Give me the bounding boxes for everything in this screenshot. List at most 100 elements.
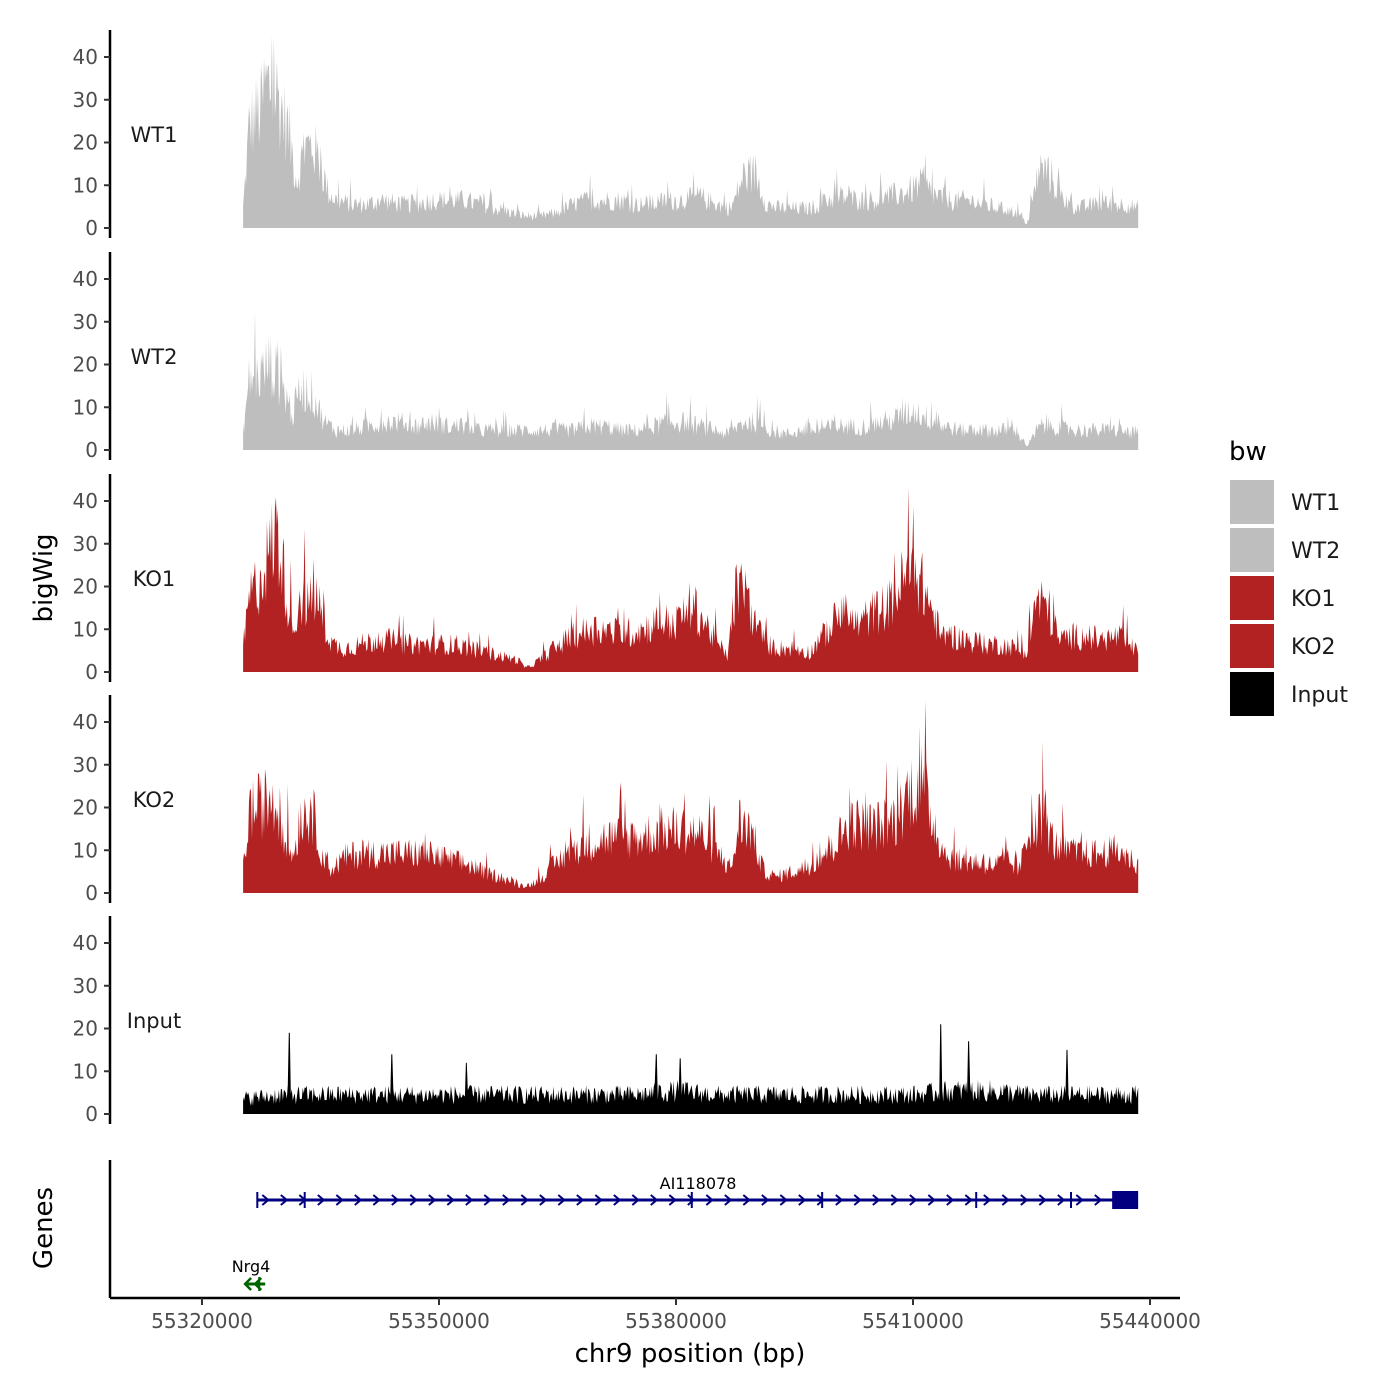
- signal-area-ko2: [243, 700, 1139, 893]
- strand-arrow: [1001, 1194, 1010, 1206]
- legend-title: bw: [1229, 437, 1267, 467]
- x-tick-label: 55440000: [1099, 1309, 1201, 1333]
- y-tick-label: 30: [73, 310, 98, 334]
- strand-arrow: [816, 1194, 825, 1206]
- y-tick-label: 20: [73, 1017, 98, 1041]
- y-tick-label: 0: [85, 216, 98, 240]
- y-tick-label: 40: [73, 931, 98, 955]
- legend-key-wt2: [1230, 528, 1274, 572]
- strand-arrow: [428, 1194, 437, 1206]
- genes-panel: AI118078 Nrg4: [108, 1160, 1139, 1298]
- strand-arrow: [890, 1194, 899, 1206]
- y-tick-label: 0: [85, 660, 98, 684]
- signal-area-wt1: [243, 35, 1139, 228]
- legend-key-ko1: [1230, 576, 1274, 620]
- legend: bw WT1 WT2 KO1 KO2 Input: [1229, 437, 1348, 716]
- track-label: WT2: [131, 345, 178, 369]
- strand-arrow: [853, 1194, 862, 1206]
- strand-arrow: [835, 1194, 844, 1206]
- x-tick-label: 55350000: [388, 1309, 490, 1333]
- x-tick-label: 55410000: [862, 1309, 964, 1333]
- legend-label-ko1: KO1: [1291, 587, 1336, 612]
- strand-arrow: [446, 1194, 455, 1206]
- signal-area-wt2: [243, 311, 1139, 450]
- legend-label-wt1: WT1: [1291, 491, 1340, 516]
- strand-arrow: [557, 1194, 566, 1206]
- x-tick-label: 55380000: [625, 1309, 727, 1333]
- x-tick-label: 55320000: [151, 1309, 253, 1333]
- track-ko2: 0 10 20 30 40 KO2: [73, 695, 1139, 905]
- signal-area-input: [243, 1024, 1139, 1114]
- y-tick-label: 0: [85, 1102, 98, 1126]
- legend-key-ko2: [1230, 624, 1274, 668]
- y-tick-label: 30: [73, 532, 98, 556]
- y-tick-label: 40: [73, 489, 98, 513]
- strand-arrow: [391, 1194, 400, 1206]
- strand-arrow: [927, 1194, 936, 1206]
- y-tick-label: 30: [73, 753, 98, 777]
- y-tick-label: 20: [73, 575, 98, 599]
- strand-arrow: [1094, 1194, 1103, 1206]
- strand-arrow: [280, 1194, 289, 1206]
- strand-arrow: [354, 1194, 363, 1206]
- strand-arrow: [909, 1194, 918, 1206]
- track-wt2: 0 10 20 30 40 WT2: [73, 252, 1139, 462]
- strand-arrow: [724, 1194, 733, 1206]
- strand-arrow: [761, 1194, 770, 1206]
- y-axis-title: bigWig: [29, 533, 59, 622]
- gene-ai118078: AI118078: [256, 1174, 1139, 1209]
- y-tick-label: 20: [73, 131, 98, 155]
- strand-arrow: [409, 1194, 418, 1206]
- y-tick-label: 0: [85, 881, 98, 905]
- track-wt1: 0 10 20 30 40 WT1: [73, 30, 1139, 240]
- strand-arrow: [261, 1194, 270, 1206]
- strand-arrow: [1057, 1194, 1066, 1206]
- x-axis-title: chr9 position (bp): [575, 1339, 806, 1369]
- signal-area-ko1: [243, 486, 1139, 672]
- y-tick-label: 20: [73, 353, 98, 377]
- strand-arrow: [650, 1194, 659, 1206]
- legend-key-wt1: [1230, 480, 1274, 524]
- strand-arrow: [372, 1194, 381, 1206]
- legend-key-input: [1230, 672, 1274, 716]
- y-tick-label: 10: [73, 1059, 98, 1083]
- strand-arrow: [613, 1194, 622, 1206]
- y-tick-label: 10: [73, 395, 98, 419]
- legend-label-wt2: WT2: [1291, 539, 1340, 564]
- y-tick-label: 10: [73, 173, 98, 197]
- strand-arrow: [631, 1194, 640, 1206]
- strand-arrow: [576, 1194, 585, 1206]
- gene-nrg4: Nrg4: [232, 1257, 270, 1291]
- strand-arrow: [465, 1194, 474, 1206]
- y-tick-label: 40: [73, 267, 98, 291]
- strand-arrow: [502, 1194, 511, 1206]
- track-label: Input: [127, 1009, 181, 1033]
- strand-arrow: [687, 1194, 696, 1206]
- strand-arrow: [1075, 1194, 1084, 1206]
- genes-axis-title: Genes: [29, 1187, 59, 1269]
- strand-arrow: [946, 1194, 955, 1206]
- y-tick-label: 10: [73, 617, 98, 641]
- y-tick-label: 30: [73, 974, 98, 998]
- track-panels: 0 10 20 30 40 WT1 0 10 20 30 40 WT2 0 10 20 30 40 KO1 0 10 2…: [73, 30, 1139, 1126]
- y-tick-label: 40: [73, 710, 98, 734]
- strand-arrow: [520, 1194, 529, 1206]
- strand-arrow: [964, 1194, 973, 1206]
- track-ko1: 0 10 20 30 40 KO1: [73, 474, 1139, 684]
- strand-arrow: [335, 1194, 344, 1206]
- y-tick-label: 0: [85, 438, 98, 462]
- legend-label-input: Input: [1291, 683, 1348, 708]
- strand-arrow: [539, 1194, 548, 1206]
- strand-arrow: [1038, 1194, 1047, 1206]
- y-tick-label: 30: [73, 88, 98, 112]
- strand-arrow: [317, 1194, 326, 1206]
- gene-label: AI118078: [660, 1174, 737, 1193]
- strand-arrow: [742, 1194, 751, 1206]
- strand-arrow: [872, 1194, 881, 1206]
- utr-block: [1112, 1191, 1139, 1209]
- y-tick-label: 40: [73, 45, 98, 69]
- track-label: WT1: [131, 123, 178, 147]
- strand-arrow: [594, 1194, 603, 1206]
- y-tick-label: 20: [73, 796, 98, 820]
